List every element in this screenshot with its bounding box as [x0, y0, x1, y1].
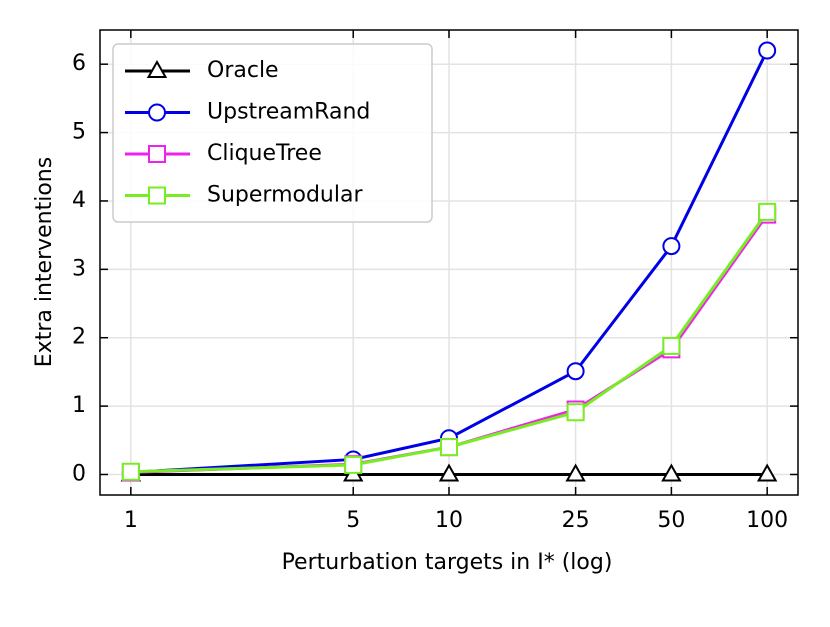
- marker: [758, 202, 777, 221]
- legend-marker: [148, 103, 166, 122]
- y-axis-label: Extra interventions: [32, 157, 57, 367]
- y-tick-label: 2: [72, 325, 86, 350]
- legend-marker: [148, 186, 166, 205]
- legend: Oracle UpstreamRand CliqueTree Supermodular: [112, 43, 433, 223]
- marker: [344, 455, 363, 474]
- series-line: [130, 211, 769, 474]
- marker: [566, 362, 585, 381]
- marker: [440, 438, 458, 457]
- x-tick-label: 1: [124, 508, 138, 533]
- legend-label: UpstreamRand: [207, 100, 370, 125]
- y-tick-label: 6: [72, 51, 86, 76]
- y-tick-label: 4: [72, 188, 86, 213]
- x-axis-label: Perturbation targets in I* (log): [282, 550, 613, 575]
- marker: [565, 463, 586, 482]
- x-tick-label: 10: [435, 508, 463, 533]
- marker: [662, 336, 681, 355]
- legend-marker: [148, 145, 166, 163]
- x-tick-label: 5: [346, 508, 360, 533]
- legend-label: Supermodular: [207, 183, 363, 208]
- series-line: [130, 49, 769, 474]
- x-tick-label: 25: [562, 508, 590, 533]
- x-tick-label: 100: [746, 508, 788, 533]
- legend-label: Oracle: [207, 58, 279, 83]
- marker: [438, 463, 460, 482]
- x-tick-label: 50: [657, 508, 685, 533]
- marker: [566, 403, 585, 422]
- marker: [758, 41, 777, 60]
- plot-frame: [99, 29, 799, 496]
- marker: [662, 237, 681, 256]
- legend-marker: [146, 59, 168, 78]
- legend-label: CliqueTree: [207, 141, 322, 166]
- marker: [121, 462, 140, 481]
- marker: [756, 463, 778, 482]
- y-tick-label: 3: [72, 256, 86, 281]
- y-tick-label: 1: [72, 393, 86, 418]
- legend-box: [112, 43, 433, 223]
- y-tick-label: 0: [72, 461, 86, 486]
- marker: [661, 463, 682, 482]
- y-tick-label: 5: [72, 120, 86, 145]
